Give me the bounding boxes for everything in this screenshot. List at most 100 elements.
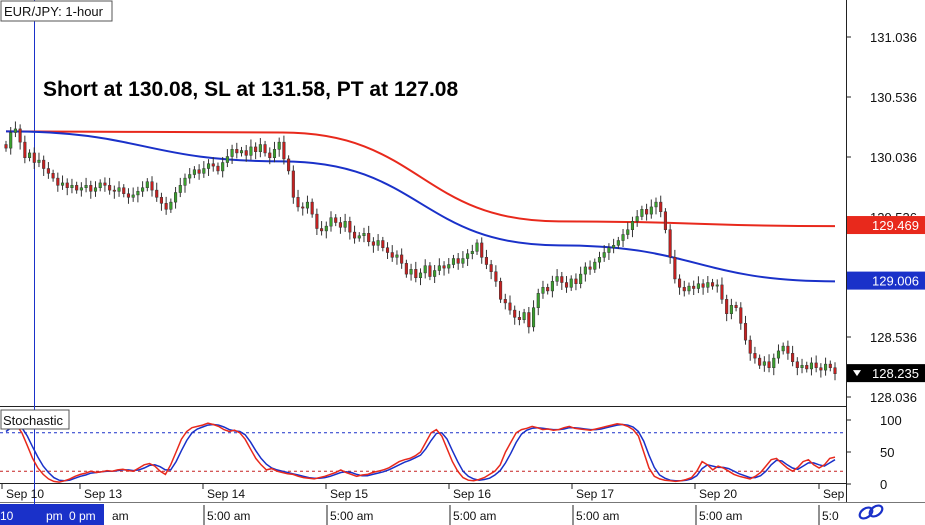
candle-body	[607, 247, 611, 253]
candle-body	[4, 144, 8, 149]
candle-body	[310, 201, 314, 215]
candle-body	[696, 283, 700, 289]
candle-body	[546, 287, 550, 292]
candle-body	[315, 213, 319, 229]
candle-body	[145, 181, 149, 188]
chart-title: EUR/JPY: 1-hour	[4, 4, 104, 19]
candle-body	[663, 211, 667, 230]
candle-body	[42, 159, 46, 169]
candle-body	[597, 257, 602, 263]
date-tick-label: Sep 15	[330, 487, 368, 501]
candle-body	[178, 185, 182, 193]
candle-body	[367, 233, 371, 242]
candle-body	[654, 201, 658, 208]
candle-body	[122, 187, 126, 194]
candle-body	[84, 185, 88, 188]
date-tick-label: Sep 17	[576, 487, 614, 501]
time-tick-label: 5:0	[822, 509, 839, 523]
candle-body	[65, 182, 69, 188]
candle-body	[668, 229, 672, 258]
candle-body	[338, 222, 342, 228]
candle-body	[522, 312, 526, 320]
ma-fast-line	[5, 130, 836, 283]
date-tick-label: Sep 10	[6, 487, 44, 501]
candle-body	[348, 221, 352, 233]
stochastic-k-line	[5, 422, 836, 483]
candle-body	[555, 276, 559, 282]
candle-body	[682, 287, 686, 292]
candle-body	[640, 209, 644, 217]
candle-body	[70, 185, 74, 188]
candle-body	[103, 182, 107, 186]
candle-body	[729, 305, 733, 314]
stochastic-d-line	[5, 423, 836, 482]
candle-body	[819, 367, 823, 371]
candle-body	[400, 254, 404, 264]
price-tags: 129.469 129.006 128.235	[847, 216, 925, 383]
candle-body	[418, 272, 423, 278]
candle-body	[126, 193, 131, 198]
candle-body	[489, 264, 493, 272]
candle-body	[470, 251, 474, 254]
date-tick-label: Sep 20	[699, 487, 737, 501]
candle-body	[362, 233, 366, 236]
price-tag-label: 128.235	[872, 366, 919, 381]
candle-body	[131, 194, 135, 198]
candle-body	[659, 201, 663, 212]
candle-body	[569, 278, 573, 288]
candles	[4, 121, 837, 381]
candle-body	[324, 225, 328, 232]
candle-body	[239, 150, 244, 154]
candle-body	[75, 185, 79, 191]
candle-body	[791, 353, 795, 362]
candle-body	[550, 281, 554, 292]
ma-slow-line	[5, 130, 836, 228]
candle-body	[616, 240, 620, 246]
moving-averages	[5, 130, 836, 283]
candle-body	[814, 362, 818, 368]
candle-body	[786, 345, 790, 354]
candle-body	[574, 278, 578, 284]
candle-body	[159, 197, 163, 204]
candle-body	[258, 144, 262, 152]
candle-body	[678, 278, 682, 288]
price-tag	[847, 364, 925, 383]
candle-body	[649, 206, 653, 215]
candle-body	[60, 182, 65, 186]
candle-body	[230, 149, 234, 157]
candle-body	[564, 282, 569, 288]
candle-body	[235, 149, 239, 154]
candle-body	[710, 282, 715, 287]
candle-body	[301, 206, 305, 209]
candle-body	[112, 189, 116, 192]
candle-body	[532, 307, 536, 328]
candle-body	[254, 146, 258, 152]
candle-body	[192, 169, 196, 175]
symbol-label-box	[0, 0, 113, 22]
candle-body	[206, 163, 211, 169]
candle-body	[630, 221, 635, 230]
candle-body	[423, 265, 427, 274]
candle-body	[155, 189, 159, 198]
time-tick-label: pm	[46, 509, 63, 523]
candle-body	[824, 363, 828, 371]
candle-body	[28, 152, 32, 158]
candle-body	[329, 217, 333, 227]
time-tick-label: 5:00 am	[207, 509, 250, 523]
candle-body	[475, 242, 479, 252]
candle-body	[23, 141, 27, 158]
candle-body	[715, 284, 719, 287]
candle-body	[706, 282, 710, 288]
candle-body	[37, 159, 41, 163]
candle-body	[781, 345, 785, 352]
candle-body	[456, 258, 460, 264]
candle-body	[621, 234, 625, 241]
time-axis-labels: Sep 10 Sep 13 Sep 14 Sep 15 Sep 16 Sep 17 Sep …	[0, 484, 845, 525]
chain-link-icon[interactable]	[858, 503, 885, 520]
candle-body	[268, 152, 272, 158]
candle-body	[244, 150, 248, 156]
candle-body	[390, 252, 394, 258]
candle-body	[282, 141, 286, 160]
candle-body	[93, 187, 98, 192]
candle-body	[169, 201, 173, 210]
